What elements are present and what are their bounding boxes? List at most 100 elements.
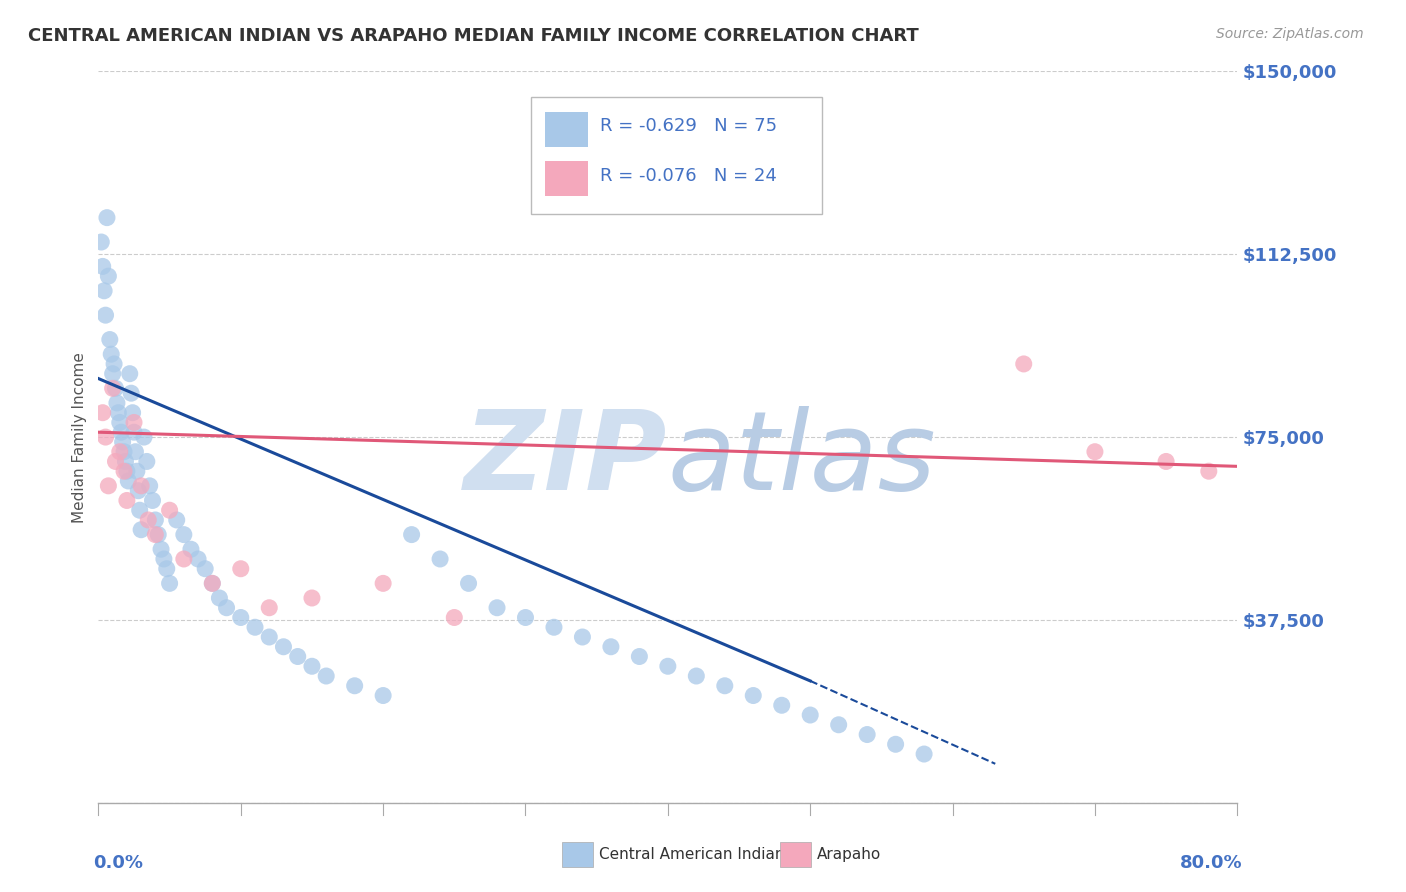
Point (132, 430, 155, 444)
Point (301, 659, 323, 673)
Point (884, 737, 907, 751)
Point (229, 610, 252, 624)
Point (201, 576, 224, 591)
Point (136, 513, 159, 527)
Point (571, 630, 593, 644)
Point (145, 527, 167, 541)
Point (1084, 444, 1107, 458)
Point (201, 576, 224, 591)
Point (373, 576, 395, 591)
Point (187, 552, 209, 566)
Point (124, 444, 146, 458)
Point (115, 464, 138, 478)
Point (91, 406, 114, 420)
Point (166, 513, 188, 527)
Point (125, 464, 148, 478)
Point (1154, 454, 1177, 468)
Point (141, 493, 163, 508)
Point (457, 576, 479, 591)
Point (105, 396, 128, 410)
Point (111, 434, 134, 449)
Point (714, 679, 737, 693)
Point (93, 284, 115, 298)
Point (373, 689, 395, 703)
Point (122, 425, 145, 440)
Point (118, 367, 141, 381)
Point (770, 698, 793, 713)
Point (912, 747, 935, 761)
Point (117, 474, 139, 488)
Point (108, 416, 131, 430)
Text: R = -0.076   N = 24: R = -0.076 N = 24 (599, 167, 776, 185)
Point (543, 620, 565, 634)
Text: 80.0%: 80.0% (1181, 854, 1243, 872)
Text: Central American Indians: Central American Indians (599, 847, 793, 862)
Point (159, 576, 181, 591)
Point (127, 483, 149, 498)
Point (153, 552, 176, 566)
Point (159, 503, 181, 517)
Point (115, 493, 138, 508)
Text: Arapaho: Arapaho (817, 847, 882, 862)
Point (122, 416, 145, 430)
Point (443, 610, 465, 624)
Text: ZIP: ZIP (464, 406, 668, 513)
FancyBboxPatch shape (546, 112, 588, 146)
Point (301, 591, 323, 605)
Point (94, 430, 117, 444)
Point (135, 454, 157, 468)
Text: CENTRAL AMERICAN INDIAN VS ARAPAHO MEDIAN FAMILY INCOME CORRELATION CHART: CENTRAL AMERICAN INDIAN VS ARAPAHO MEDIA… (28, 27, 920, 45)
Point (148, 527, 170, 541)
Point (110, 425, 132, 440)
Text: atlas: atlas (668, 406, 936, 513)
Point (91, 260, 114, 274)
Point (657, 659, 679, 673)
Point (94, 308, 117, 322)
Point (799, 708, 821, 723)
Point (628, 649, 651, 664)
Text: Source: ZipAtlas.com: Source: ZipAtlas.com (1216, 27, 1364, 41)
Point (97, 479, 120, 493)
Point (129, 479, 152, 493)
Point (685, 669, 707, 683)
Point (128, 503, 150, 517)
Point (97, 269, 120, 284)
Point (401, 527, 423, 541)
Point (104, 381, 127, 395)
Point (828, 718, 851, 732)
Point (138, 479, 160, 493)
Point (856, 727, 879, 741)
Point (100, 347, 122, 361)
Point (287, 649, 309, 664)
Point (229, 562, 252, 576)
Point (98, 333, 121, 347)
Point (173, 552, 195, 566)
Point (104, 454, 127, 468)
Point (259, 600, 281, 615)
Point (108, 444, 131, 458)
Point (343, 679, 366, 693)
Point (243, 620, 266, 634)
Point (145, 513, 167, 527)
Point (150, 542, 173, 557)
Text: R = -0.629   N = 75: R = -0.629 N = 75 (599, 117, 776, 136)
Point (208, 591, 231, 605)
FancyBboxPatch shape (531, 97, 821, 214)
Point (129, 523, 152, 537)
Point (215, 600, 238, 615)
Point (273, 640, 295, 654)
Point (173, 527, 195, 541)
Point (101, 381, 124, 395)
Point (156, 562, 179, 576)
Text: 0.0%: 0.0% (93, 854, 143, 872)
Point (96, 211, 118, 225)
Point (259, 630, 281, 644)
Point (600, 640, 623, 654)
Point (194, 562, 217, 576)
Point (180, 542, 202, 557)
FancyBboxPatch shape (546, 161, 588, 195)
Point (121, 406, 143, 420)
Point (114, 454, 136, 468)
Point (429, 552, 451, 566)
Point (315, 669, 337, 683)
